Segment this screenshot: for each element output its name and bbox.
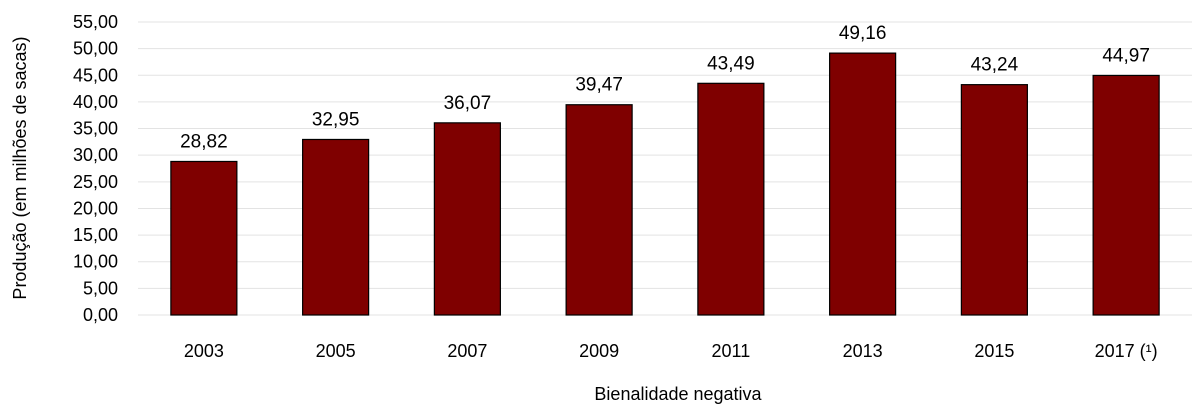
x-tick-label: 2015: [974, 341, 1014, 361]
data-label: 43,49: [707, 53, 755, 74]
x-tick-label: 2017 (¹): [1095, 341, 1158, 361]
y-tick-label: 5,00: [83, 278, 118, 298]
data-label: 44,97: [1102, 45, 1150, 66]
data-label: 32,95: [312, 109, 360, 130]
data-label: 49,16: [839, 23, 887, 44]
bar: [960, 84, 1028, 316]
bar: [1092, 74, 1160, 316]
x-axis-ticks: 2003 2005 2007 2009 2011 2013 2015 2017 (¹): [184, 341, 1158, 361]
y-tick-label: 10,00: [73, 252, 118, 272]
y-tick-label: 30,00: [73, 145, 118, 165]
x-axis-title: Bienalidade negativa: [594, 384, 762, 404]
y-tick-label: 0,00: [83, 305, 118, 325]
data-label: 39,47: [575, 75, 623, 96]
y-tick-label: 15,00: [73, 225, 118, 245]
bar: [170, 160, 238, 316]
x-tick-label: 2009: [579, 341, 619, 361]
y-tick-label: 50,00: [73, 39, 118, 59]
x-tick-label: 2003: [184, 341, 224, 361]
bar: [697, 82, 765, 316]
gridlines: [138, 21, 1192, 316]
y-tick-label: 35,00: [73, 119, 118, 139]
x-tick-label: 2005: [316, 341, 356, 361]
data-label: 43,24: [971, 55, 1019, 76]
y-tick-label: 20,00: [73, 198, 118, 218]
x-tick-label: 2011: [712, 341, 751, 361]
data-label: 28,82: [180, 131, 228, 152]
y-tick-label: 45,00: [73, 65, 118, 85]
bar: [829, 52, 897, 316]
bar: [433, 122, 501, 316]
y-axis-ticks: 0,00 5,00 10,00 15,00 20,00 25,00 30,00 35,00 40…: [73, 12, 118, 325]
data-label: 36,07: [444, 93, 492, 114]
x-tick-label: 2013: [843, 341, 883, 361]
y-tick-label: 55,00: [73, 12, 118, 32]
bars: [170, 52, 1160, 316]
bar: [565, 104, 633, 316]
data-labels: 28,82 32,95 36,07 39,47 43,49 49,16 43,24 44,97: [180, 23, 1150, 152]
x-tick-label: 2007: [447, 341, 487, 361]
bar: [302, 138, 370, 316]
y-tick-label: 40,00: [73, 92, 118, 112]
y-axis-title: Produção (em milhões de sacas): [10, 36, 30, 299]
y-tick-label: 25,00: [73, 172, 118, 192]
